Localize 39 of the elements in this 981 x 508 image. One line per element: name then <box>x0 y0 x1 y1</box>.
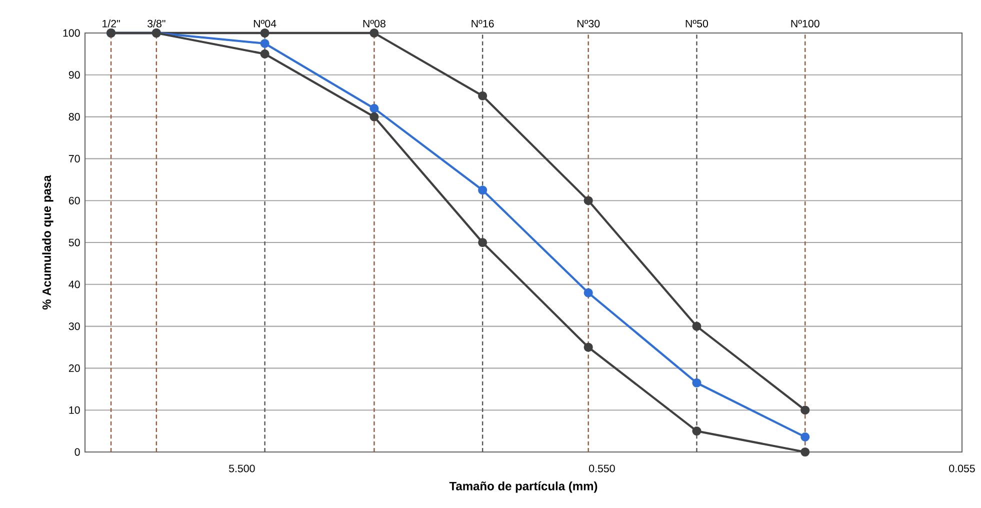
annotation: Nº04 <box>254 20 276 28</box>
y-tick-label: 40 <box>68 280 80 288</box>
annotation: Nº16 <box>472 20 494 28</box>
x-tick-label: 0.550 <box>589 464 615 472</box>
point <box>800 432 810 442</box>
point <box>260 38 270 48</box>
y-tick-label: 90 <box>68 71 80 79</box>
point <box>370 112 379 122</box>
y-tick-label: 80 <box>68 113 80 121</box>
annotation: Nº100 <box>791 20 820 28</box>
y-tick-label: 70 <box>68 154 80 162</box>
point <box>692 322 702 331</box>
point <box>800 447 810 457</box>
point <box>800 406 810 415</box>
annotation: Nº08 <box>363 20 386 28</box>
y-tick-label: 50 <box>68 238 80 246</box>
annotation: 3/8" <box>148 20 166 28</box>
y-tick-label: 100 <box>63 29 80 37</box>
point <box>370 28 379 38</box>
point <box>260 49 270 58</box>
x-axis-title: Tamaño de partícula (mm) <box>449 481 598 493</box>
point <box>692 378 702 388</box>
y-tick-label: 0 <box>74 448 80 456</box>
point <box>260 28 270 38</box>
point <box>584 196 593 206</box>
point <box>584 288 593 298</box>
point <box>584 342 593 352</box>
y-tick-label: 60 <box>68 196 80 204</box>
y-tick-label: 20 <box>68 364 80 372</box>
point <box>692 426 702 436</box>
y-tick-label: 30 <box>68 322 80 330</box>
x-tick-label: 5.500 <box>228 464 255 472</box>
point <box>370 104 379 113</box>
annotation: 1/2" <box>102 20 120 28</box>
annotation: Nº30 <box>577 20 600 28</box>
y-axis-title: % Acumulado que pasa <box>42 175 54 310</box>
y-tick-label: 10 <box>69 406 80 414</box>
annotation: Nº50 <box>686 20 708 28</box>
x-tick-label: 0.055 <box>949 464 975 472</box>
